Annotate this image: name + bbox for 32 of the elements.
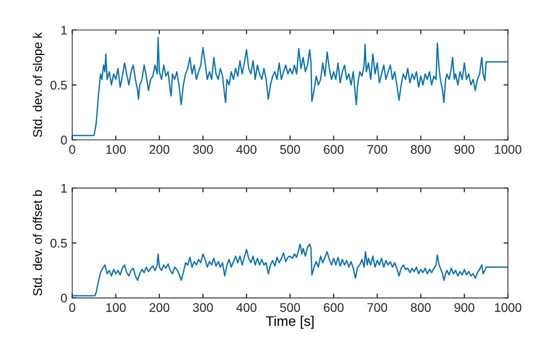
x-tick-label: 400 [236, 145, 256, 154]
x-tick-label: 700 [367, 145, 388, 154]
line-series [72, 37, 508, 136]
x-tick-label: 900 [454, 303, 474, 312]
x-tick-label: 900 [454, 145, 474, 154]
x-tick-label: 800 [410, 145, 431, 154]
x-tick-label: 300 [192, 303, 213, 312]
x-tick-label: 400 [236, 303, 256, 312]
x-tick-label: 800 [410, 303, 431, 312]
x-axis-title: Time [s] [266, 316, 314, 329]
x-tick-label: 500 [280, 303, 300, 312]
x-tick-label: 100 [106, 303, 126, 312]
x-tick-label: 200 [150, 303, 170, 312]
x-tick-label: 500 [280, 145, 300, 154]
x-tick-label: 600 [324, 145, 344, 154]
y-axis-title: Std. dev. of slope k [32, 32, 44, 138]
y-tick-label: 1 [61, 26, 67, 35]
x-tick-label: 200 [150, 145, 170, 154]
x-tick-label: 0 [69, 145, 76, 154]
x-tick-label: 600 [324, 303, 344, 312]
x-tick-label: 0 [69, 303, 76, 312]
y-tick-label: 0.5 [50, 80, 67, 90]
y-tick-label: 0 [60, 136, 67, 145]
x-tick-label: 100 [106, 145, 126, 154]
y-tick-label: 0.5 [50, 238, 67, 248]
x-tick-label: 300 [192, 145, 213, 154]
y-axis-title: Std. dev. of offset b [32, 190, 42, 296]
y-tick-label: 0 [60, 294, 67, 303]
x-tick-label: 700 [367, 303, 388, 312]
y-tick-label: 1 [61, 184, 67, 193]
x-tick-label: 1000 [494, 145, 522, 154]
x-tick-label: 1000 [494, 303, 522, 312]
